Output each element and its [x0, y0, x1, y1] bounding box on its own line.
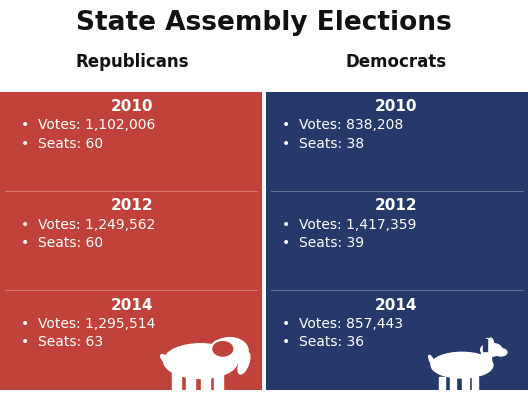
- Text: 2010: 2010: [375, 99, 417, 114]
- Ellipse shape: [161, 355, 169, 364]
- Ellipse shape: [485, 338, 489, 346]
- FancyBboxPatch shape: [463, 377, 469, 392]
- Ellipse shape: [164, 344, 238, 379]
- FancyBboxPatch shape: [214, 372, 223, 390]
- Ellipse shape: [429, 355, 436, 368]
- FancyBboxPatch shape: [201, 372, 210, 390]
- Text: •  Votes: 857,443: • Votes: 857,443: [282, 317, 403, 331]
- Text: 2012: 2012: [375, 198, 417, 213]
- FancyBboxPatch shape: [172, 372, 181, 390]
- FancyBboxPatch shape: [0, 92, 262, 390]
- Text: State Assembly Elections: State Assembly Elections: [76, 10, 452, 36]
- Ellipse shape: [237, 355, 247, 360]
- FancyBboxPatch shape: [450, 377, 456, 392]
- Text: •  Seats: 60: • Seats: 60: [21, 236, 103, 250]
- Text: Republicans: Republicans: [76, 53, 188, 71]
- Text: 2012: 2012: [111, 198, 153, 213]
- FancyBboxPatch shape: [481, 347, 492, 363]
- FancyBboxPatch shape: [483, 339, 487, 351]
- Ellipse shape: [211, 338, 248, 364]
- Text: •  Votes: 1,417,359: • Votes: 1,417,359: [282, 217, 417, 232]
- FancyBboxPatch shape: [439, 377, 445, 392]
- Ellipse shape: [238, 352, 250, 374]
- Text: •  Seats: 36: • Seats: 36: [282, 335, 365, 349]
- Text: •  Votes: 1,295,514: • Votes: 1,295,514: [21, 317, 155, 331]
- Text: 2014: 2014: [111, 298, 153, 313]
- Ellipse shape: [489, 338, 494, 346]
- Ellipse shape: [481, 343, 502, 356]
- Text: Source: 2010-14 Wisconsin Election Commission: Source: 2010-14 Wisconsin Election Commi…: [5, 396, 225, 405]
- FancyBboxPatch shape: [266, 92, 528, 390]
- Text: •  Votes: 1,249,562: • Votes: 1,249,562: [21, 217, 155, 232]
- Text: 2010: 2010: [111, 99, 153, 114]
- Text: •  Votes: 838,208: • Votes: 838,208: [282, 118, 404, 132]
- Text: •  Seats: 60: • Seats: 60: [21, 137, 103, 151]
- Text: •  Seats: 38: • Seats: 38: [282, 137, 365, 151]
- Text: Democrats: Democrats: [345, 53, 447, 71]
- Text: 2014: 2014: [375, 298, 417, 313]
- Ellipse shape: [431, 353, 493, 378]
- FancyBboxPatch shape: [472, 377, 478, 392]
- Text: •  Votes: 1,102,006: • Votes: 1,102,006: [21, 118, 155, 132]
- Circle shape: [211, 340, 234, 358]
- Text: •  Seats: 39: • Seats: 39: [282, 236, 365, 250]
- FancyBboxPatch shape: [186, 372, 195, 390]
- Text: •  Seats: 63: • Seats: 63: [21, 335, 103, 349]
- Ellipse shape: [495, 348, 507, 356]
